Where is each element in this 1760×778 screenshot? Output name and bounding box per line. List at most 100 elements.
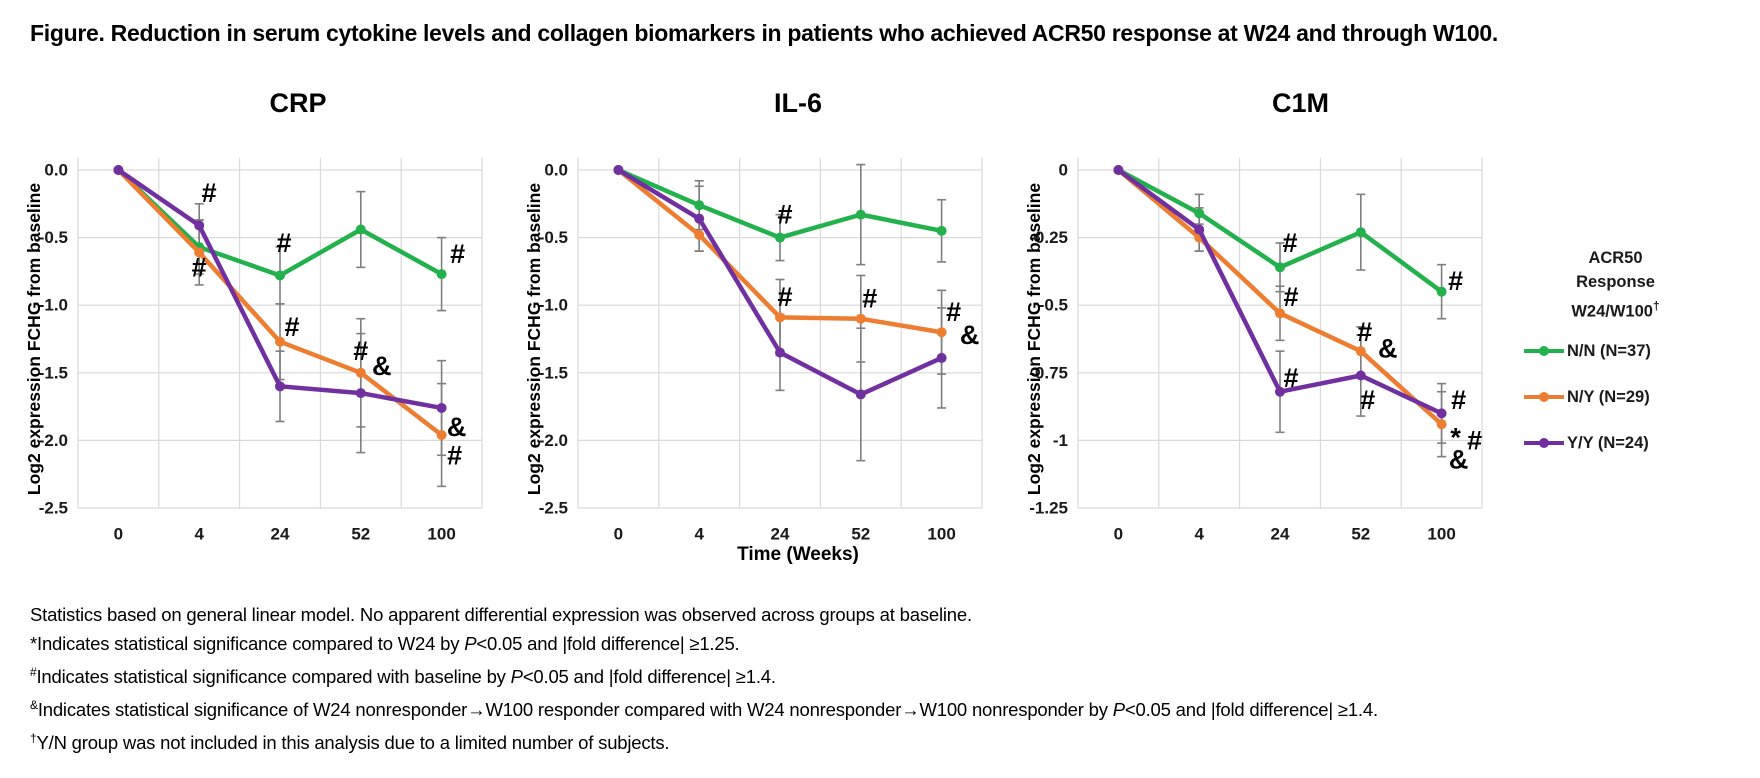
svg-text:#: # bbox=[202, 178, 217, 208]
svg-text:#: # bbox=[450, 239, 465, 269]
svg-text:-1.0: -1.0 bbox=[539, 296, 568, 315]
series-Y/Y (N=24) bbox=[113, 165, 447, 413]
legend-item: N/Y (N=29) bbox=[1523, 388, 1738, 407]
chart-block-crp: CRP # # # # # & # & #0.0 -0.5 -1.0 -1.5 -2.0 -2.5 0 4 24… bbox=[18, 87, 518, 544]
footnote-line: &Indicates statistical significance of W… bbox=[30, 698, 1378, 721]
svg-text:#: # bbox=[353, 336, 368, 366]
svg-text:*: * bbox=[1450, 423, 1461, 453]
chart-block-c1m: C1M # # # # & # # # * # & 0 -0.25 -0.5 -0.75 -1 -1.25 0 4 2… bbox=[1018, 87, 1523, 544]
svg-text:-0.25: -0.25 bbox=[1029, 228, 1068, 247]
significance-annotations: ####&###* #& bbox=[1282, 228, 1482, 474]
series-Y/Y (N=24) bbox=[613, 165, 947, 400]
chart-title-crp: CRP bbox=[269, 88, 327, 118]
svg-text:#: # bbox=[1451, 385, 1466, 415]
svg-text:#: # bbox=[447, 440, 462, 470]
legend-item: Y/Y (N=24) bbox=[1523, 434, 1738, 453]
svg-text:#: # bbox=[276, 228, 291, 258]
svg-text:#: # bbox=[946, 297, 961, 327]
svg-text:-2.5: -2.5 bbox=[539, 499, 568, 518]
svg-text:4: 4 bbox=[1194, 525, 1204, 544]
svg-text:-1.25: -1.25 bbox=[1029, 499, 1068, 518]
svg-text:#: # bbox=[777, 200, 792, 230]
svg-text:52: 52 bbox=[351, 525, 370, 544]
svg-text:-0.5: -0.5 bbox=[1039, 296, 1068, 315]
svg-text:-0.75: -0.75 bbox=[1029, 363, 1068, 382]
c1m-chart-svg: ####&###* #&0-0.25-0.5-0.75-1-1.250 4 24 52 1… bbox=[1024, 158, 1483, 544]
svg-text:-2.5: -2.5 bbox=[39, 499, 68, 518]
y-axis-label: Log2 expression FCHG from baseline bbox=[1024, 183, 1044, 495]
svg-text:#: # bbox=[1467, 425, 1482, 455]
series-Y/Y (N=24) bbox=[1113, 165, 1447, 419]
svg-text:-1: -1 bbox=[1053, 431, 1068, 450]
legend-items: N/N (N=37) N/Y (N=29) Y/Y (N=24) bbox=[1523, 342, 1738, 453]
tick-labels: 0 -0.25 -0.5 -0.75 -1 -1.25 0 4 24 52 100 bbox=[1029, 161, 1456, 544]
legend-swatch-icon bbox=[1524, 346, 1564, 356]
chart-title-il6: IL-6 bbox=[773, 88, 822, 118]
svg-text:#: # bbox=[1357, 317, 1372, 347]
footnotes: Statistics based on general linear model… bbox=[30, 600, 1760, 757]
tick-labels: 0.0 -0.5 -1.0 -1.5 -2.0 -2.5 0 4 24 52 100 bbox=[39, 161, 456, 544]
svg-text:0: 0 bbox=[1114, 525, 1123, 544]
footnote-line: *Indicates statistical significance comp… bbox=[30, 633, 740, 654]
svg-text:&: & bbox=[960, 320, 980, 350]
svg-text:#: # bbox=[777, 282, 792, 312]
svg-text:100: 100 bbox=[427, 525, 455, 544]
legend-swatch-icon bbox=[1524, 392, 1564, 402]
svg-text:-1.5: -1.5 bbox=[539, 363, 568, 382]
footnote-line: #Indicates statistical significance comp… bbox=[30, 665, 776, 688]
x-axis-title: Time (Weeks) bbox=[737, 544, 859, 565]
svg-text:-2.0: -2.0 bbox=[39, 431, 68, 450]
legend-title-line: Response bbox=[1576, 273, 1655, 291]
svg-text:52: 52 bbox=[851, 525, 870, 544]
svg-text:24: 24 bbox=[771, 525, 790, 544]
legend-title-line: W24/W100† bbox=[1571, 299, 1660, 321]
charts-row: CRP # # # # # & # & #0.0 -0.5 -1.0 -1.5 -2.0 -2.5 0 4 24… bbox=[0, 87, 1760, 566]
legend-item-label: Y/Y (N=24) bbox=[1567, 433, 1649, 452]
svg-text:#: # bbox=[1282, 228, 1297, 258]
legend-item: N/N (N=37) bbox=[1523, 342, 1738, 361]
svg-text:100: 100 bbox=[927, 525, 955, 544]
footnote-line: †Y/N group was not included in this anal… bbox=[30, 731, 670, 754]
svg-text:0.0: 0.0 bbox=[44, 161, 68, 180]
svg-text:0: 0 bbox=[1059, 161, 1068, 180]
svg-text:#: # bbox=[1283, 363, 1298, 393]
svg-text:#: # bbox=[1360, 385, 1375, 415]
svg-text:#: # bbox=[1283, 282, 1298, 312]
significance-annotations: ## # #& bbox=[777, 200, 979, 350]
legend-item-label: N/Y (N=29) bbox=[1567, 387, 1650, 406]
svg-text:0: 0 bbox=[114, 525, 123, 544]
significance-annotations: ##### &#&# bbox=[192, 178, 467, 470]
y-axis-label: Log2 expression FCHG from baseline bbox=[524, 183, 544, 495]
legend-title: ACR50 Response W24/W100† bbox=[1523, 246, 1738, 324]
legend-title-line: ACR50 bbox=[1588, 249, 1643, 267]
svg-text:-1.0: -1.0 bbox=[39, 296, 68, 315]
footnote-line: Statistics based on general linear model… bbox=[30, 604, 972, 625]
figure-title: Figure. Reduction in serum cytokine leve… bbox=[30, 20, 1498, 46]
svg-text:#: # bbox=[1448, 266, 1463, 296]
svg-text:-2.0: -2.0 bbox=[539, 431, 568, 450]
legend-item-label: N/N (N=37) bbox=[1567, 341, 1651, 360]
il6-chart-svg: ## # #&0.0-0.5-1.0-1.5-2.0-2.50 4 24 52 100Log… bbox=[524, 158, 983, 544]
svg-text:100: 100 bbox=[1427, 525, 1455, 544]
svg-text:52: 52 bbox=[1351, 525, 1370, 544]
svg-text:0: 0 bbox=[614, 525, 623, 544]
svg-text:4: 4 bbox=[194, 525, 204, 544]
svg-text:#: # bbox=[192, 252, 207, 282]
svg-text:-0.5: -0.5 bbox=[39, 228, 68, 247]
svg-text:#: # bbox=[862, 283, 877, 313]
legend-swatch-icon bbox=[1524, 438, 1564, 448]
svg-text:24: 24 bbox=[271, 525, 290, 544]
svg-text:&: & bbox=[1378, 333, 1398, 363]
tick-labels: 0.0 -0.5 -1.0 -1.5 -2.0 -2.5 0 4 24 52 100 bbox=[539, 161, 956, 544]
svg-text:&: & bbox=[447, 412, 467, 442]
crp-chart-svg: ##### &#&#0.0-0.5-1.0-1.5-2.0-2.50 4 24 52 10… bbox=[24, 158, 483, 544]
svg-text:24: 24 bbox=[1271, 525, 1290, 544]
svg-text:-0.5: -0.5 bbox=[539, 228, 568, 247]
svg-text:&: & bbox=[372, 351, 392, 381]
y-axis-label: Log2 expression FCHG from baseline bbox=[24, 183, 44, 495]
svg-text:#: # bbox=[284, 312, 299, 342]
svg-text:&: & bbox=[1449, 444, 1469, 474]
legend: ACR50 Response W24/W100† N/N (N=37) N/Y (N=… bbox=[1523, 246, 1738, 480]
svg-text:0.0: 0.0 bbox=[544, 161, 568, 180]
chart-block-il6: IL-6 # # # # & 0.0 -0.5 -1.0 -1.5 -2.0 -2.5 0 4 24 52 1… bbox=[518, 87, 1018, 566]
